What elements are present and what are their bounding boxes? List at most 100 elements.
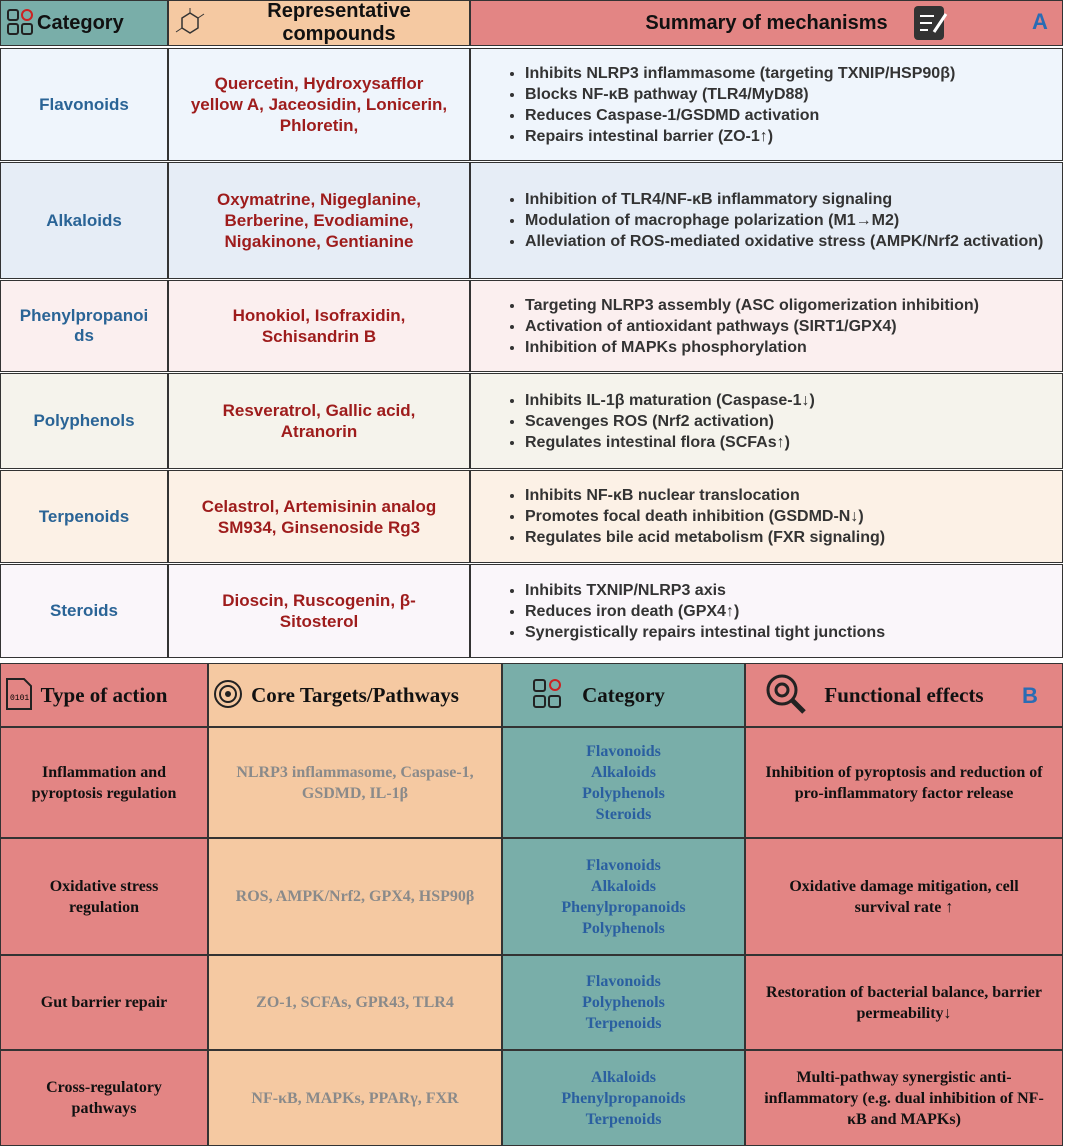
mechanism-item: Inhibition of MAPKs phosphorylation [525, 337, 979, 358]
mechanisms-cell: Inhibition of TLR4/NF-κB inflammatory si… [470, 162, 1063, 279]
mechanism-list: Inhibition of TLR4/NF-κB inflammatory si… [499, 189, 1043, 252]
type-cell-text: Inflammation and pyroptosis regulation [31, 763, 177, 802]
category-item: Polyphenols [582, 919, 665, 937]
targets-cell: NLRP3 inflammasome, Caspase-1, GSDMD, IL… [208, 727, 502, 838]
mechanism-list: Inhibits IL-1β maturation (Caspase-1↓)Sc… [499, 390, 815, 453]
effects-cell: Multi-pathway synergistic anti-inflammat… [745, 1050, 1063, 1146]
compounds-cell-text: Quercetin, Hydroxysafflor yellow A, Jace… [190, 74, 448, 135]
panel-label: A [1032, 9, 1048, 34]
targets-cell-text: ROS, AMPK/Nrf2, GPX4, HSP90β [235, 888, 475, 905]
category-cell-text: Polyphenols [33, 411, 135, 430]
mechanisms-cell: Inhibits IL-1β maturation (Caspase-1↓)Sc… [470, 373, 1063, 469]
header-cell-text: Category [582, 682, 665, 707]
type-cell-text: Gut barrier repair [40, 994, 168, 1011]
effects-cell-text: Multi-pathway synergistic anti-inflammat… [764, 1068, 1044, 1128]
compounds-cell: Oxymatrine, Nigeglanine, Berberine, Evod… [168, 162, 470, 279]
mechanisms-cell: Inhibits NF-κB nuclear translocationProm… [470, 470, 1063, 563]
category-item: Alkaloids [591, 763, 656, 781]
type-cell: Oxidative stress regulation [0, 838, 208, 955]
category-item: Flavonoids [586, 856, 661, 874]
mechanism-item: Regulates intestinal flora (SCFAs↑) [525, 432, 815, 453]
compounds-cell-text: Resveratrol, Gallic acid, Atranorin [222, 401, 416, 441]
header-cell: Representative compounds [168, 0, 470, 46]
mechanism-item: Modulation of macrophage polarization (M… [525, 210, 1043, 231]
compounds-cell-text: Dioscin, Ruscogenin, β-Sitosterol [222, 591, 416, 631]
effects-cell: Restoration of bacterial balance, barrie… [745, 955, 1063, 1050]
category-cell: Flavonoids [0, 48, 168, 161]
category-list-cell: Flavonoids Polyphenols Terpenoids [502, 955, 745, 1050]
type-cell: Inflammation and pyroptosis regulation [0, 727, 208, 838]
category-item: Alkaloids [591, 1068, 656, 1086]
category-cell: Terpenoids [0, 470, 168, 563]
targets-cell-text: NLRP3 inflammasome, Caspase-1, GSDMD, IL… [236, 763, 474, 802]
category-cell-text: Steroids [49, 601, 119, 620]
compounds-cell: Resveratrol, Gallic acid, Atranorin [168, 373, 470, 469]
header-cell-text: Category [37, 11, 124, 34]
mechanism-list: Inhibits TXNIP/NLRP3 axisReduces iron de… [499, 580, 885, 643]
mechanism-item: Reduces Caspase-1/GSDMD activation [525, 105, 955, 126]
compounds-cell-text: Honokiol, Isofraxidin, Schisandrin B [232, 306, 406, 346]
mechanisms-cell: Inhibits NLRP3 inflammasome (targeting T… [470, 48, 1063, 161]
mechanism-item: Inhibits IL-1β maturation (Caspase-1↓) [525, 390, 815, 411]
category-icon [7, 9, 33, 35]
category-item: Flavonoids [586, 742, 661, 760]
category-list-cell: Flavonoids Alkaloids Polyphenols Steroids [502, 727, 745, 838]
targets-cell-text: NF-κB, MAPKs, PPARγ, FXR [251, 1089, 459, 1107]
mechanism-list: Targeting NLRP3 assembly (ASC oligomeriz… [499, 295, 979, 358]
category-cell-text: Alkaloids [46, 210, 122, 230]
header-cell: Summary of mechanisms [470, 0, 1063, 46]
effects-cell-text: Restoration of bacterial balance, barrie… [766, 983, 1042, 1022]
effects-cell-text: Inhibition of pyroptosis and reduction o… [765, 763, 1043, 802]
type-cell: Gut barrier repair [0, 955, 208, 1050]
mechanism-item: Inhibits NLRP3 inflammasome (targeting T… [525, 63, 955, 84]
mechanism-item: Inhibits NF-κB nuclear translocation [525, 485, 885, 506]
category-item: Phenylpropanoids [561, 898, 686, 916]
mechanism-item: Synergistically repairs intestinal tight… [525, 622, 885, 643]
targets-cell: ROS, AMPK/Nrf2, GPX4, HSP90β [208, 838, 502, 955]
header-cell-text: Representative compounds [267, 0, 411, 45]
category-item: Polyphenols [582, 784, 665, 802]
category-cell: Alkaloids [0, 162, 168, 279]
effects-cell: Inhibition of pyroptosis and reduction o… [745, 727, 1063, 838]
file-icon: 0101 [6, 678, 32, 710]
compounds-cell: Quercetin, Hydroxysafflor yellow A, Jace… [168, 48, 470, 161]
panel-label: B [1022, 683, 1038, 708]
category-cell-text: Phenylpropanoids [19, 306, 149, 345]
mechanism-item: Regulates bile acid metabolism (FXR sign… [525, 527, 885, 548]
header-cell: Core Targets/Pathways [208, 663, 502, 727]
category-icon [533, 679, 561, 708]
mechanism-item: Blocks NF-κB pathway (TLR4/MyD88) [525, 84, 955, 105]
category-cell: Phenylpropanoids [0, 280, 168, 372]
category-item: Terpenoids [585, 1110, 662, 1128]
targets-cell: ZO-1, SCFAs, GPR43, TLR4 [208, 955, 502, 1050]
category-cell: Steroids [0, 564, 168, 658]
effects-cell: Oxidative damage mitigation, cell surviv… [745, 838, 1063, 955]
type-cell-text: Cross-regulatory pathways [46, 1079, 162, 1117]
compounds-cell-text: Celastrol, Artemisinin analog SM934, Gin… [201, 496, 437, 537]
compounds-cell: Dioscin, Ruscogenin, β-Sitosterol [168, 564, 470, 658]
targets-cell: NF-κB, MAPKs, PPARγ, FXR [208, 1050, 502, 1146]
type-cell: Cross-regulatory pathways [0, 1050, 208, 1146]
mechanism-item: Targeting NLRP3 assembly (ASC oligomeriz… [525, 295, 979, 316]
category-cell-text: Flavonoids [39, 94, 129, 114]
molecule-icon [175, 8, 205, 34]
header-cell: Functional effects [745, 663, 1063, 727]
mechanism-item: Alleviation of ROS-mediated oxidative st… [525, 231, 1043, 252]
category-item: Alkaloids [591, 877, 656, 895]
category-item: Flavonoids [586, 973, 661, 990]
mechanism-item: Inhibits TXNIP/NLRP3 axis [525, 580, 885, 601]
mechanism-item: Reduces iron death (GPX4↑) [525, 601, 885, 622]
category-list-cell: Alkaloids Phenylpropanoids Terpenoids [502, 1050, 745, 1146]
search-gear-icon [766, 674, 806, 714]
compounds-cell: Honokiol, Isofraxidin, Schisandrin B [168, 280, 470, 372]
category-cell: Polyphenols [0, 373, 168, 469]
header-cell-text: Summary of mechanisms [645, 11, 888, 34]
mechanism-item: Inhibition of TLR4/NF-κB inflammatory si… [525, 189, 1043, 210]
compounds-cell-text: Oxymatrine, Nigeglanine, Berberine, Evod… [216, 190, 422, 251]
notes-icon [914, 6, 948, 40]
header-cell-text: Core Targets/Pathways [251, 682, 459, 707]
category-item: Steroids [595, 805, 652, 823]
category-cell-text: Terpenoids [38, 506, 130, 526]
header-cell: Category [502, 663, 745, 727]
